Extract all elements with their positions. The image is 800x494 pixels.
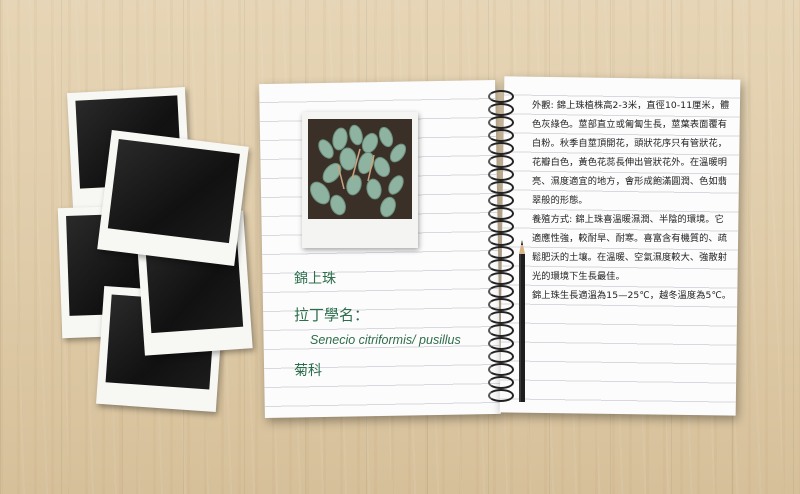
plant-description: 外觀: 錦上珠植株高2-3米，直徑10-11厘米，體色灰綠色。莖部直立或匍匐生長… — [532, 96, 732, 305]
latin-name: Senecio citriformis/ pusillus — [310, 333, 461, 347]
notebook-spiral — [486, 90, 514, 410]
plant-photo — [302, 112, 418, 248]
latin-name-heading: 拉丁學名： — [294, 306, 370, 324]
polaroid-photo — [97, 130, 249, 266]
temperature-text: 錦上珠生長適溫為15—25℃，越冬溫度為5℃。 — [532, 290, 732, 301]
plant-family: 菊科 — [294, 363, 322, 379]
plant-name: 錦上珠 — [294, 271, 336, 287]
succulent-image — [308, 119, 412, 219]
pencil-icon — [519, 240, 525, 402]
appearance-text: 外觀: 錦上珠植株高2-3米，直徑10-11厘米，體色灰綠色。莖部直立或匍匐生長… — [532, 100, 730, 206]
care-text: 養殖方式: 錦上珠喜溫暖濕潤、半陰的環境。它適應性強，較耐旱、耐寒。喜富含有機質… — [532, 214, 728, 282]
